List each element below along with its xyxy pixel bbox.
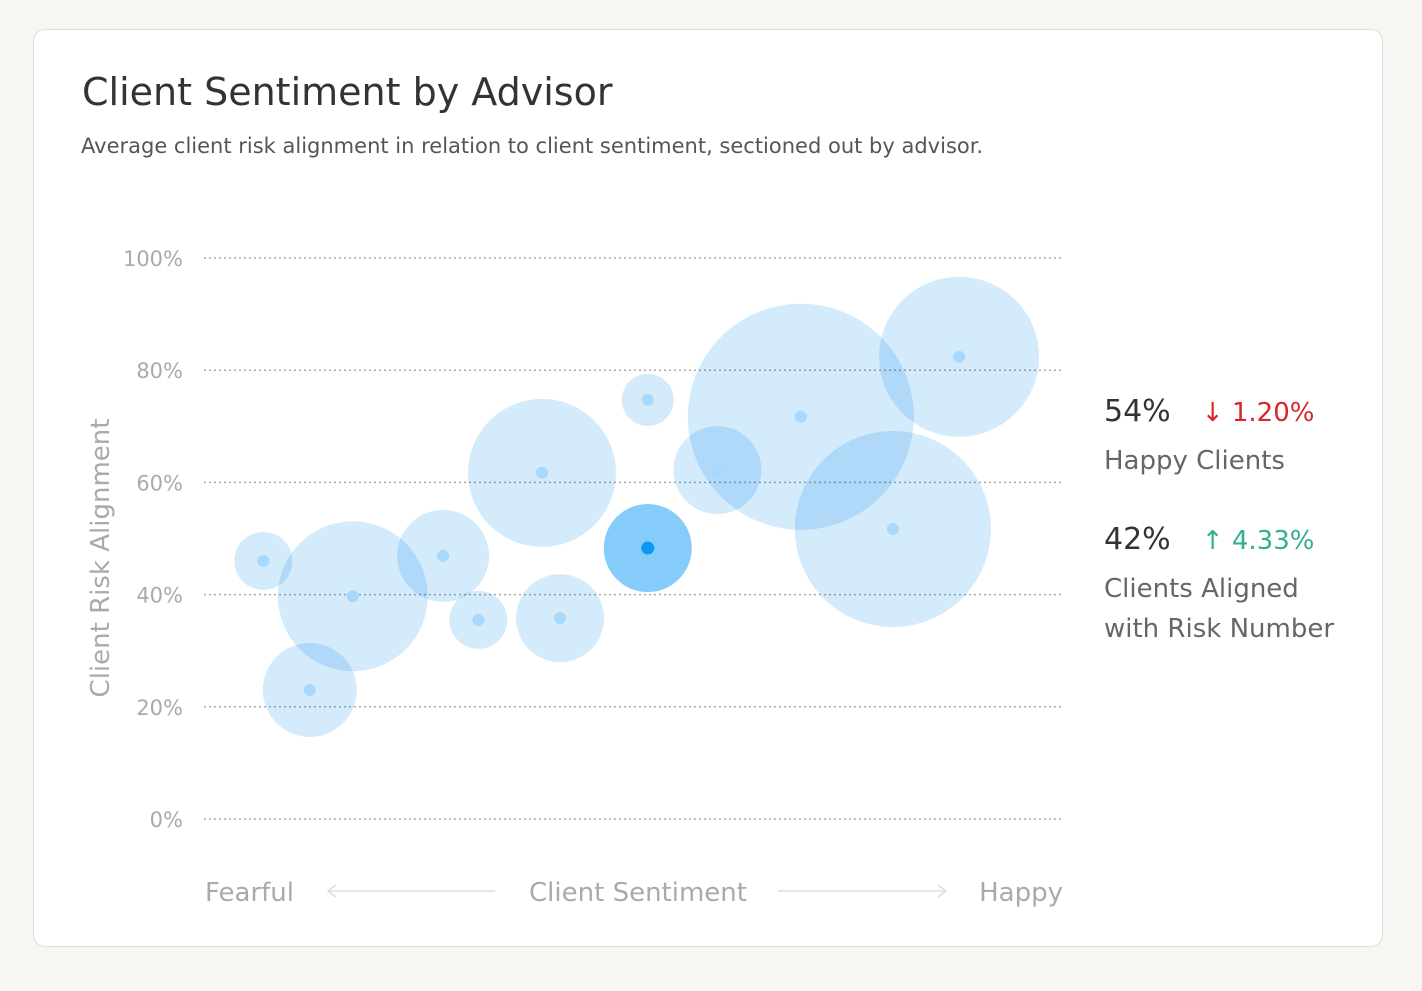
stat-value: 42% [1104,522,1171,557]
stat-change: ↓ 1.20% [1202,398,1315,428]
bubble-center-dot [554,612,567,625]
bubble-center-dot [437,549,450,562]
chart-title: Client Sentiment by Advisor [82,70,613,114]
arrow-down-icon: ↓ [1201,398,1224,428]
y-tick-label: 40% [136,584,183,608]
stat-label: Happy Clients [1104,446,1285,476]
bubble-center-dot [472,613,485,626]
bubble-center-dot [886,522,899,535]
y-tick-label: 0% [150,808,183,832]
left-arrow-icon [326,884,495,898]
stat-happy-clients: 54% ↓ 1.20% Happy Clients [1104,394,1314,481]
bubble-center-dot [794,410,807,423]
stat-change-value: 1.20% [1231,398,1315,428]
bubble-center-dot [711,464,724,477]
stat-label: Clients Aligned with Risk Number [1104,569,1334,649]
bubble-center-dot [535,466,548,479]
right-arrow-icon [778,884,948,898]
bubble-center-dot [346,590,359,603]
y-tick-label: 60% [136,471,183,495]
stat-change: ↑ 4.33% [1202,526,1315,556]
arrow-up-icon: ↑ [1201,526,1224,556]
x-axis-right-label: Happy [979,878,1063,908]
x-axis-label: Client Sentiment [529,878,747,908]
bubble-center-dot [303,683,316,696]
chart-subtitle: Average client risk alignment in relatio… [81,134,984,158]
y-tick-label: 80% [136,359,183,383]
x-axis-left-label: Fearful [205,878,294,908]
stat-change-value: 4.33% [1231,526,1315,556]
y-axis-label: Client Risk Alignment [86,419,116,698]
stat-value: 54% [1104,394,1171,429]
bubble-center-dot [641,393,654,406]
stat-label-line: Clients Aligned [1104,574,1299,604]
bubble-center-dot [257,554,270,567]
y-tick-label: 20% [136,696,183,720]
y-tick-label: 100% [123,247,183,271]
stat-label-line: with Risk Number [1104,614,1335,644]
bubble-center-dot [641,541,655,555]
stat-clients-aligned: 42% ↑ 4.33% Clients Aligned with Risk Num… [1104,522,1334,649]
bubble-center-dot [953,350,966,363]
